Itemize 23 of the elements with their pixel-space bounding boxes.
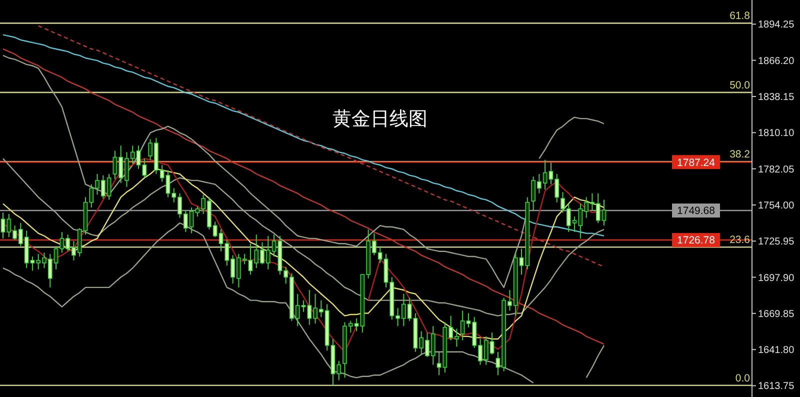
text: 黄金日线图 (332, 108, 428, 130)
y-tick-label: 1838.15 (758, 92, 795, 103)
y-tick-label: 1866.20 (758, 56, 795, 67)
y-tick-label: 1669.85 (758, 308, 795, 320)
y-tick-label: 1613.75 (758, 381, 795, 392)
ref-line-label: 1749.68 (677, 205, 716, 218)
line-series (2, 158, 605, 316)
ref-line-label: 1726.78 (677, 234, 716, 247)
annotation: 38.2 (730, 148, 750, 161)
y-tick-label: 1782.05 (758, 164, 795, 176)
ref-line-label: 1787.24 (677, 156, 716, 169)
y-tick-label: 1641.80 (758, 345, 795, 356)
y-tick-label: 1894.25 (758, 20, 795, 31)
annotation: 50.0 (730, 79, 750, 92)
line-series (38, 25, 605, 268)
line-series (2, 48, 605, 345)
y-tick-label: 1725.95 (758, 236, 795, 248)
annotation: 61.8 (730, 10, 750, 22)
y-tick-label: 1810.10 (758, 128, 795, 140)
y-tick-label: 1697.90 (758, 272, 795, 284)
line-series (2, 34, 605, 236)
y-tick-label: 1754.00 (758, 200, 795, 212)
annotation: 0.0 (735, 372, 750, 384)
